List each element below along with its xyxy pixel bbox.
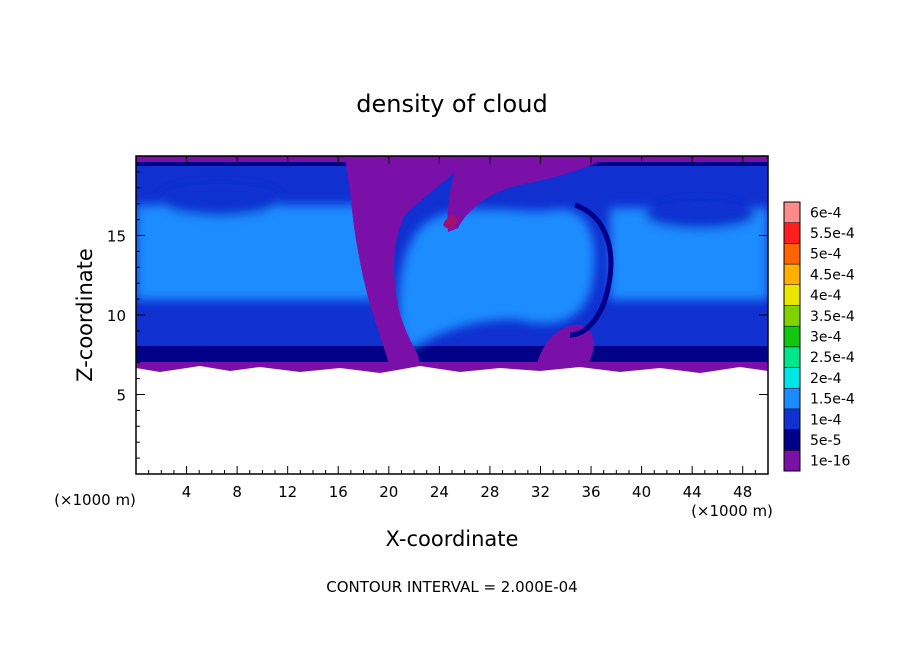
colorbar-label: 4e-4 xyxy=(810,288,842,304)
x-tick-label: 24 xyxy=(430,483,449,501)
colorbar-swatch xyxy=(783,284,801,306)
x-tick-label: 12 xyxy=(278,483,297,501)
band-light-blue-left xyxy=(136,205,386,300)
colorbar-swatch xyxy=(783,387,801,410)
colorbar-label: 1.5e-4 xyxy=(810,392,855,408)
colorbar-label: 2.5e-4 xyxy=(810,350,855,366)
x-tick-label: 48 xyxy=(733,483,752,501)
colorbar-swatch xyxy=(783,305,801,327)
contour-interval-label: CONTOUR INTERVAL = 2.000E-04 xyxy=(326,578,577,596)
x-tick-label: 40 xyxy=(632,483,651,501)
colorbar-swatch xyxy=(783,408,801,430)
cloud-field xyxy=(136,156,768,380)
x-tick-label: 44 xyxy=(683,483,702,501)
colorbar-swatch xyxy=(783,346,801,368)
cloud-base-edge xyxy=(136,366,768,380)
colorbar-swatch xyxy=(783,325,801,348)
y-axis-label: Z-coordinate xyxy=(73,248,97,382)
colorbar-label: 3.5e-4 xyxy=(810,309,855,325)
y-axis: 5 10 15 xyxy=(107,171,768,459)
colorbar-label: 4.5e-4 xyxy=(810,267,855,283)
core-light-blue-center xyxy=(398,209,595,350)
colorbar-swatch xyxy=(783,222,801,244)
colorbar-label: 6e-4 xyxy=(810,205,842,221)
y-tick-label: 5 xyxy=(116,387,126,405)
x-tick-label: 20 xyxy=(379,483,398,501)
x-tick-label: 28 xyxy=(480,483,499,501)
red-streak xyxy=(443,215,458,229)
colorbar-label: 5e-4 xyxy=(810,247,842,263)
chart-title: density of cloud xyxy=(356,90,547,118)
y-tick-label: 15 xyxy=(107,228,126,246)
colorbar-swatch xyxy=(783,367,801,389)
x-tick-label: 4 xyxy=(182,483,192,501)
x-unit-label: (×1000 m) xyxy=(691,502,773,520)
colorbar-frame xyxy=(783,201,801,472)
colorbar-label: 5.5e-4 xyxy=(810,226,855,242)
x-tick-label: 8 xyxy=(232,483,242,501)
colorbar-label: 5e-5 xyxy=(810,433,841,449)
purple-plume xyxy=(345,156,470,374)
x-tick-label: 36 xyxy=(581,483,600,501)
x-axis-label: X-coordinate xyxy=(386,527,519,551)
colorbar-swatch xyxy=(783,243,801,265)
x-axis: 4 8 12 16 20 24 28 32 36 40 44 48 xyxy=(148,156,756,501)
y-unit-label: (×1000 m) xyxy=(54,491,136,509)
dark-blue-swirl-left xyxy=(160,184,280,216)
y-tick-label: 10 xyxy=(107,307,126,325)
purple-top-tongue xyxy=(447,156,610,232)
colorbar-swatch xyxy=(783,450,801,472)
colorbar-label: 2e-4 xyxy=(810,371,842,387)
colorbar-label: 1e-16 xyxy=(810,454,850,470)
x-tick-label: 32 xyxy=(531,483,550,501)
navy-right-arc xyxy=(569,202,614,338)
purple-lower-bulge xyxy=(535,324,594,374)
x-tick-label: 16 xyxy=(329,483,348,501)
colorbar: 1e-16 5e-5 1e-4 1.5e-4 2e-4 2.5e-4 3e-4 3.5e-4 4… xyxy=(783,201,855,472)
colorbar-label: 3e-4 xyxy=(810,330,842,346)
colorbar-label: 1e-4 xyxy=(810,412,842,428)
dark-blue-swirl-right xyxy=(645,201,755,229)
colorbar-swatch xyxy=(783,263,801,286)
colorbar-swatch xyxy=(783,201,801,223)
colorbar-swatch xyxy=(783,429,801,451)
